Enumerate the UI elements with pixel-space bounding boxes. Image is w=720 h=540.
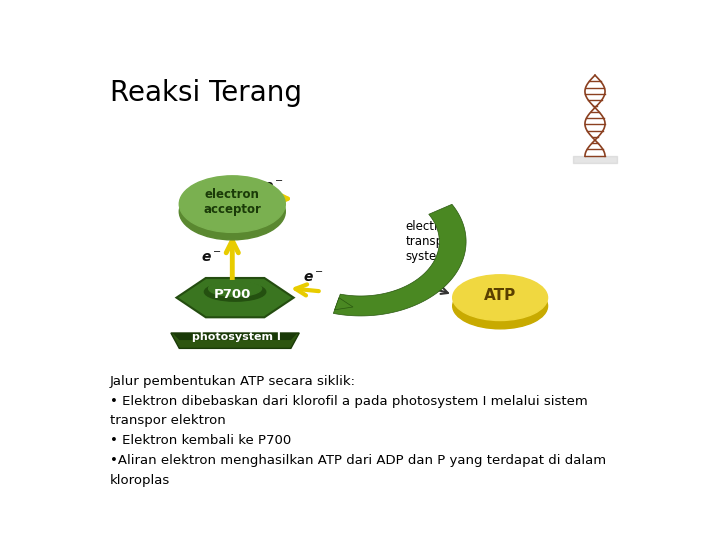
Text: electron
transport
system: electron transport system [405, 220, 460, 263]
Text: e$^-$: e$^-$ [202, 251, 222, 265]
Ellipse shape [209, 281, 261, 296]
Text: •Aliran elektron menghasilkan ATP dari ADP dan P yang terdapat di dalam: •Aliran elektron menghasilkan ATP dari A… [109, 454, 606, 468]
Text: transpor elektron: transpor elektron [109, 415, 225, 428]
Ellipse shape [453, 283, 547, 329]
Polygon shape [171, 333, 300, 348]
Polygon shape [173, 333, 297, 340]
Ellipse shape [179, 183, 285, 240]
Text: P700: P700 [214, 288, 251, 301]
Text: electron
acceptor: electron acceptor [203, 188, 261, 216]
Text: photosystem I: photosystem I [192, 332, 281, 342]
Ellipse shape [453, 275, 547, 321]
Text: Reaksi Terang: Reaksi Terang [109, 79, 302, 107]
Text: e$^-$: e$^-$ [303, 271, 323, 285]
Text: e$^-$: e$^-$ [263, 180, 283, 194]
Ellipse shape [204, 282, 266, 301]
Text: Jalur pembentukan ATP secara siklik:: Jalur pembentukan ATP secara siklik: [109, 375, 356, 388]
Ellipse shape [179, 176, 285, 232]
Text: kloroplas: kloroplas [109, 474, 170, 488]
Polygon shape [176, 278, 294, 318]
Text: • Elektron kembali ke P700: • Elektron kembali ke P700 [109, 435, 291, 448]
Text: ATP: ATP [484, 288, 516, 303]
Polygon shape [335, 298, 353, 310]
Polygon shape [333, 204, 466, 316]
Text: • Elektron dibebaskan dari klorofil a pada photosystem I melalui sistem: • Elektron dibebaskan dari klorofil a pa… [109, 395, 588, 408]
